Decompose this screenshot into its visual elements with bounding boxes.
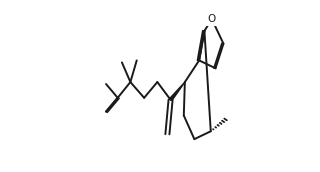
Polygon shape (169, 82, 185, 100)
Text: O: O (208, 14, 216, 24)
